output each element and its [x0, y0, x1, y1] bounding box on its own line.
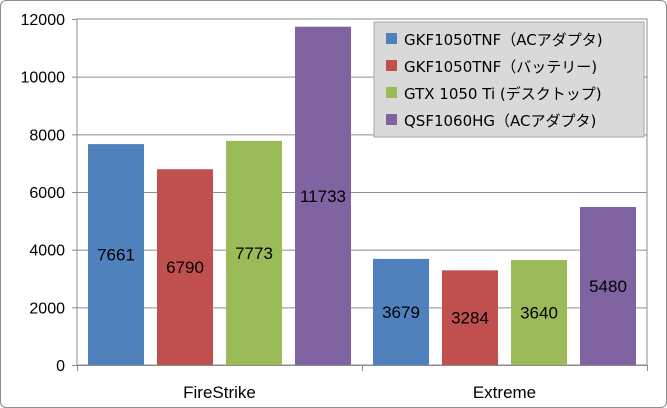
- data-label: 3284: [451, 309, 489, 328]
- data-label: 3679: [382, 303, 420, 322]
- data-label: 7773: [235, 244, 273, 263]
- legend-label: QSF1060HG（ACアダプタ): [404, 112, 596, 130]
- bar: [442, 270, 498, 365]
- data-label: 11733: [300, 187, 346, 206]
- y-tick-label: 12000: [21, 12, 66, 29]
- data-label: 6790: [166, 258, 204, 277]
- y-tick-label: 8000: [29, 127, 65, 144]
- bar: [157, 169, 213, 365]
- legend-box: [373, 21, 645, 138]
- y-tick-label: 0: [56, 358, 65, 375]
- bar: [511, 260, 567, 365]
- bar: [580, 206, 636, 365]
- bar: [373, 258, 429, 365]
- legend-label: GKF1050TNF（バッテリー): [404, 58, 597, 76]
- legend-swatch: [386, 60, 397, 71]
- legend-swatch: [386, 33, 397, 44]
- data-label: 7661: [97, 246, 135, 265]
- legend-label: GTX 1050 Ti (デスクトップ): [404, 85, 602, 103]
- y-tick-label: 6000: [29, 185, 65, 202]
- data-label: 5480: [589, 277, 627, 296]
- data-label: 3640: [520, 304, 558, 323]
- legend-label: GKF1050TNF（ACアダプタ): [404, 31, 603, 49]
- bar: [226, 140, 282, 365]
- legend-swatch: [386, 114, 397, 125]
- y-tick-label: 10000: [21, 70, 66, 87]
- x-category-label: Extreme: [473, 383, 536, 402]
- y-tick-label: 4000: [29, 243, 65, 260]
- bar: [295, 26, 351, 366]
- x-category-label: FireStrike: [183, 383, 256, 402]
- bar: [88, 144, 144, 365]
- y-tick-label: 2000: [29, 300, 65, 317]
- legend-swatch: [386, 87, 397, 98]
